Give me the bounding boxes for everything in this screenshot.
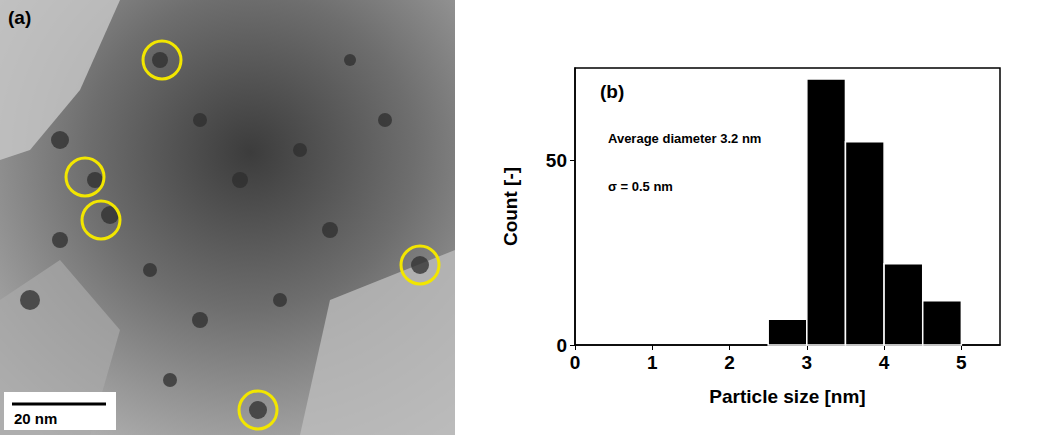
svg-text:4: 4 bbox=[879, 352, 890, 373]
svg-text:Particle size [nm]: Particle size [nm] bbox=[709, 386, 865, 407]
svg-text:0: 0 bbox=[556, 335, 567, 356]
svg-text:Average diameter 3.2 nm: Average diameter 3.2 nm bbox=[608, 131, 761, 146]
svg-text:Count [-]: Count [-] bbox=[500, 167, 521, 246]
svg-text:1: 1 bbox=[647, 352, 658, 373]
svg-text:(b): (b) bbox=[600, 81, 624, 102]
svg-text:σ = 0.5 nm: σ = 0.5 nm bbox=[608, 179, 673, 194]
svg-text:5: 5 bbox=[956, 352, 967, 373]
svg-text:50: 50 bbox=[546, 150, 567, 171]
svg-text:(a): (a) bbox=[8, 7, 31, 28]
svg-text:3: 3 bbox=[802, 352, 813, 373]
svg-text:0: 0 bbox=[570, 352, 581, 373]
svg-text:20 nm: 20 nm bbox=[14, 410, 57, 427]
svg-text:2: 2 bbox=[724, 352, 735, 373]
